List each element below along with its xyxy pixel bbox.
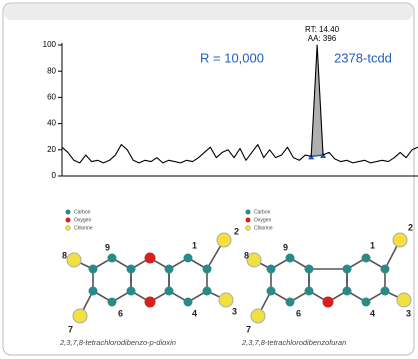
atom-number: 4: [370, 308, 375, 318]
atom-number: 4: [192, 308, 197, 318]
legend-text: Oxygen: [74, 217, 91, 223]
y-tick-label: 80: [47, 66, 56, 75]
atom-number: 7: [68, 324, 73, 334]
header-bar: [4, 4, 413, 20]
legend-text: Carbon: [74, 209, 91, 215]
atom-number: 3: [232, 306, 237, 316]
atom-number: 6: [296, 308, 301, 318]
legend-dot: [66, 210, 71, 215]
caption: 2,3,7,8-tetrachlorodibenzofuran: [241, 338, 346, 347]
legend-dot: [246, 218, 251, 223]
atom-number: 2: [234, 226, 239, 236]
oxygen: [323, 297, 334, 308]
atom-number: 9: [105, 242, 110, 252]
atom-number: 8: [62, 250, 67, 260]
atom-number: 8: [244, 250, 249, 260]
atom-number: 3: [406, 308, 411, 318]
oxygen: [145, 297, 156, 308]
y-tick-label: 100: [43, 40, 57, 49]
aa-label: AA: 396: [308, 34, 337, 43]
compound-label: 2378-tcdd: [334, 50, 392, 65]
atom-number: 1: [370, 240, 375, 250]
atom-number: 9: [283, 242, 288, 252]
legend-dot: [246, 210, 251, 215]
atom-number: 1: [192, 240, 197, 250]
atom-number: 7: [246, 324, 251, 334]
screenshot: RT: 14.40 AA: 396 R = 10,000 2378-tcdd 0…: [0, 0, 418, 359]
legend-text: Oxygen: [254, 217, 271, 223]
atom-number: 2: [408, 222, 413, 232]
y-tick-label: 40: [47, 119, 56, 128]
y-tick-label: 0: [52, 171, 57, 180]
y-tick-label: 20: [47, 145, 56, 154]
legend-text: Carbon: [254, 209, 271, 215]
caption: 2,3,7,8-tetrachlorodibenzo-p-dioxin: [59, 338, 176, 347]
y-tick-label: 60: [47, 93, 56, 102]
atom-number: 6: [118, 308, 123, 318]
legend-dot: [66, 218, 71, 223]
resolution-label: R = 10,000: [200, 50, 264, 65]
rt-label: RT: 14.40: [305, 25, 340, 34]
legend-dot: [66, 226, 71, 231]
legend-text: Chlorine: [254, 225, 273, 231]
legend-text: Chlorine: [74, 225, 93, 231]
legend-dot: [246, 226, 251, 231]
oxygen: [145, 253, 156, 264]
